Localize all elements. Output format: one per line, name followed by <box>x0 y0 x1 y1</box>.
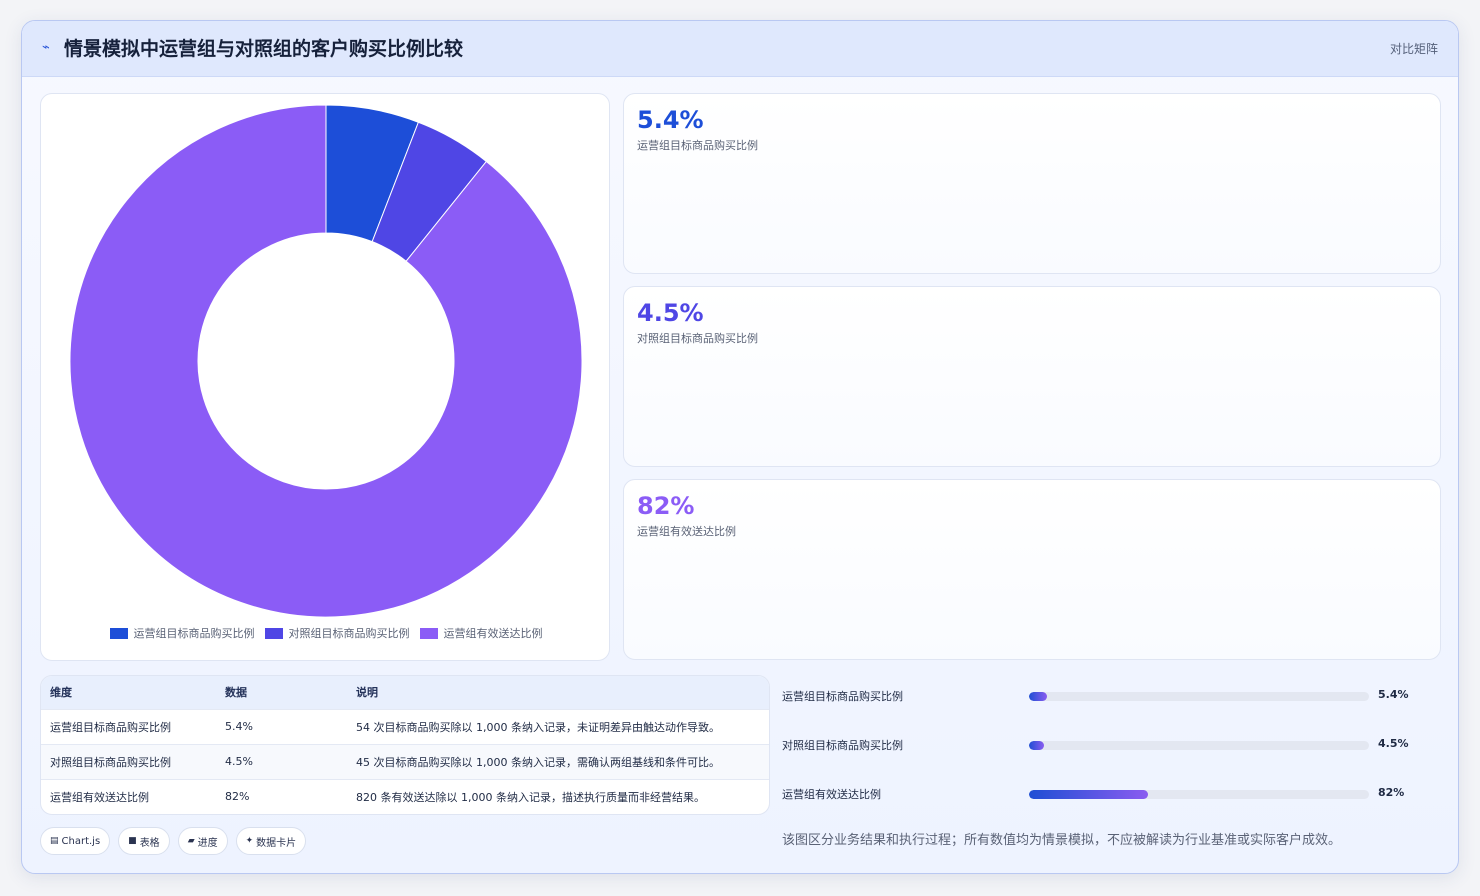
table-row: 运营组有效送达比例 82% 820 条有效送达除以 1,000 条纳入记录，描述… <box>41 778 769 814</box>
table-cell: 45 次目标商品购买除以 1,000 条纳入记录，需确认两组基线和条件可比。 <box>347 743 769 779</box>
kpi-card-operation-purchase: 5.4% 运营组目标商品购买比例 <box>623 93 1441 274</box>
table-header-data: 数据 <box>216 676 347 709</box>
progress-label: 对照组目标商品购买比例 <box>782 739 903 752</box>
table-cell: 820 条有效送达除以 1,000 条纳入记录，描述执行质量而非经营结果。 <box>347 778 769 814</box>
table-icon: ■ <box>128 836 137 846</box>
chip-data-card[interactable]: ✦ 数据卡片 <box>235 827 307 855</box>
table-row: 运营组目标商品购买比例 5.4% 54 次目标商品购买除以 1,000 条纳入记… <box>41 708 769 744</box>
legend-swatch-2 <box>264 627 283 639</box>
kpi-value: 4.5% <box>637 299 704 327</box>
progress-value: 4.5% <box>1378 737 1409 750</box>
table-cell: 82% <box>216 778 347 814</box>
progress-value: 5.4% <box>1378 688 1409 701</box>
legend-item-2[interactable]: 对照组目标商品购买比例 <box>264 624 410 642</box>
kpi-label: 运营组有效送达比例 <box>637 525 736 538</box>
progress-label: 运营组有效送达比例 <box>782 788 881 801</box>
sparkle-icon: ✦ <box>245 836 254 846</box>
trend-icon: ⌁ <box>42 40 50 55</box>
footnote: 该图区分业务结果和执行过程；所有数值均为情景模拟，不应被解读为行业基准或实际客户… <box>782 833 1342 848</box>
donut-chart <box>69 104 583 618</box>
legend-swatch-3 <box>419 627 438 639</box>
progress-row-2: 对照组目标商品购买比例 4.5% <box>782 735 1422 755</box>
table-header-dimension: 维度 <box>41 676 216 709</box>
legend-label-2: 对照组目标商品购买比例 <box>288 627 410 640</box>
table-cell: 5.4% <box>216 708 347 744</box>
progress-fill <box>1029 741 1045 750</box>
donut-slice-3[interactable] <box>69 104 583 618</box>
page-title: 情景模拟中运营组与对照组的客户购买比例比较 <box>64 38 464 60</box>
table-cell: 对照组目标商品购买比例 <box>41 743 216 779</box>
table-cell: 4.5% <box>216 743 347 779</box>
kpi-label: 对照组目标商品购买比例 <box>637 332 758 345</box>
dashboard-card: ⌁ 情景模拟中运营组与对照组的客户购买比例比较 对比矩阵 运营组目标商品购买比例… <box>21 20 1459 874</box>
table-header-note: 说明 <box>347 676 769 709</box>
progress-fill <box>1029 692 1048 701</box>
chip-label: 数据卡片 <box>256 837 297 849</box>
legend-label-3: 运营组有效送达比例 <box>443 627 543 640</box>
chart-icon: ▤ <box>50 836 59 846</box>
kpi-value: 5.4% <box>637 106 704 134</box>
progress-row-3: 运营组有效送达比例 82% <box>782 784 1422 804</box>
chip-label: 进度 <box>197 837 218 849</box>
progress-track <box>1029 741 1369 750</box>
legend-item-3[interactable]: 运营组有效送达比例 <box>419 624 543 642</box>
legend-label-1: 运营组目标商品购买比例 <box>133 627 255 640</box>
tech-chips: ▤ Chart.js ■ 表格 ▰ 进度 ✦ 数据卡片 <box>40 827 307 855</box>
chip-progress[interactable]: ▰ 进度 <box>177 827 228 855</box>
legend-swatch-1 <box>109 627 128 639</box>
kpi-card-delivery: 82% 运营组有效送达比例 <box>623 479 1441 660</box>
progress-track <box>1029 790 1369 799</box>
card-header: ⌁ 情景模拟中运营组与对照组的客户购买比例比较 对比矩阵 <box>22 21 1458 77</box>
progress-fill <box>1029 790 1148 799</box>
data-table: 维度 数据 说明 运营组目标商品购买比例 5.4% 54 次目标商品购买除以 1… <box>41 676 769 814</box>
progress-label: 运营组目标商品购买比例 <box>782 690 903 703</box>
chip-table[interactable]: ■ 表格 <box>118 827 170 855</box>
kpi-card-control-purchase: 4.5% 对照组目标商品购买比例 <box>623 286 1441 467</box>
table-cell: 运营组目标商品购买比例 <box>41 708 216 744</box>
table-header-row: 维度 数据 说明 <box>41 676 769 709</box>
progress-value: 82% <box>1378 786 1405 799</box>
legend-item-1[interactable]: 运营组目标商品购买比例 <box>109 624 255 642</box>
progress-list: 运营组目标商品购买比例 5.4% 对照组目标商品购买比例 4.5% 运营组有效送… <box>782 681 1422 811</box>
table-cell: 54 次目标商品购买除以 1,000 条纳入记录，未证明差异由触达动作导致。 <box>347 708 769 744</box>
kpi-label: 运营组目标商品购买比例 <box>637 139 758 152</box>
donut-chart-panel: 运营组目标商品购买比例 对照组目标商品购买比例 运营组有效送达比例 <box>40 93 610 661</box>
table-row: 对照组目标商品购买比例 4.5% 45 次目标商品购买除以 1,000 条纳入记… <box>41 743 769 779</box>
header-tag: 对比矩阵 <box>1389 42 1438 56</box>
data-table-panel: 维度 数据 说明 运营组目标商品购买比例 5.4% 54 次目标商品购买除以 1… <box>40 675 770 815</box>
progress-icon: ▰ <box>187 836 195 846</box>
chip-label: 表格 <box>139 837 160 849</box>
progress-track <box>1029 692 1369 701</box>
chip-label: Chart.js <box>61 835 101 847</box>
chip-chartjs[interactable]: ▤ Chart.js <box>40 827 111 855</box>
table-cell: 运营组有效送达比例 <box>41 778 216 814</box>
kpi-value: 82% <box>637 492 695 520</box>
chart-legend: 运营组目标商品购买比例 对照组目标商品购买比例 运营组有效送达比例 <box>41 624 611 642</box>
progress-row-1: 运营组目标商品购买比例 5.4% <box>782 686 1422 706</box>
